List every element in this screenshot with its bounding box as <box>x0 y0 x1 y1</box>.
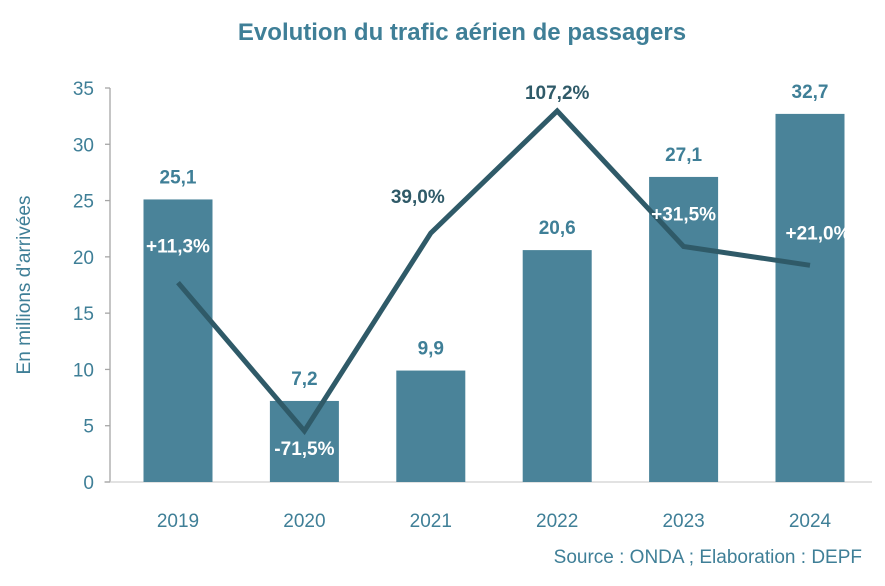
bar-2019 <box>143 199 213 482</box>
bar-value-label: 20,6 <box>539 218 576 239</box>
bar-2024 <box>775 113 845 483</box>
bars <box>143 113 845 483</box>
y-tick-label: 10 <box>73 360 94 381</box>
y-tick-label: 5 <box>83 417 94 438</box>
growth-label: +11,3% <box>146 237 210 258</box>
y-tick-label: 20 <box>73 248 94 269</box>
growth-label: +21,0% <box>786 223 851 244</box>
bar-2021 <box>396 370 466 482</box>
bar-value-label: 7,2 <box>291 369 317 390</box>
growth-label: -71,5% <box>274 439 334 460</box>
bar-value-label: 32,7 <box>792 82 829 103</box>
bar-value-label: 9,9 <box>418 339 444 360</box>
x-tick-label: 2020 <box>283 511 325 532</box>
bar-2022 <box>522 250 592 482</box>
x-tick-label: 2023 <box>662 511 704 532</box>
axes: 0 5 10 15 20 25 30 35 2019 2020 2021 2022 2023 2024 <box>73 79 872 532</box>
y-tick-label: 35 <box>73 79 94 100</box>
growth-line-path <box>176 107 811 436</box>
bar-2020 <box>269 400 339 482</box>
y-axis-label: En millions d'arrivées <box>14 196 35 375</box>
y-tick-label: 25 <box>73 192 94 213</box>
growth-label: 39,0% <box>391 187 445 208</box>
chart-title: Evolution du trafic aérien de passagers <box>238 19 686 46</box>
growth-line <box>176 107 811 436</box>
y-tick-label: 30 <box>73 135 94 156</box>
bar-value-label: 25,1 <box>160 167 197 188</box>
growth-label: 107,2% <box>525 83 590 104</box>
source-note: Source : ONDA ; Elaboration : DEPF <box>554 547 862 568</box>
x-tick-label: 2022 <box>536 511 578 532</box>
growth-label: +31,5% <box>651 204 716 225</box>
x-tick-label: 2021 <box>410 511 452 532</box>
x-tick-label: 2019 <box>157 511 199 532</box>
y-tick-label: 15 <box>73 304 94 325</box>
bar-2023 <box>649 176 719 482</box>
bar-value-label: 27,1 <box>665 145 702 166</box>
y-tick-label: 0 <box>83 473 94 494</box>
data-labels: 25,1 7,2 9,9 20,6 27,1 32,7 +11,3% -71,5% 39,0% 1… <box>146 82 851 460</box>
x-tick-label: 2024 <box>789 511 832 532</box>
